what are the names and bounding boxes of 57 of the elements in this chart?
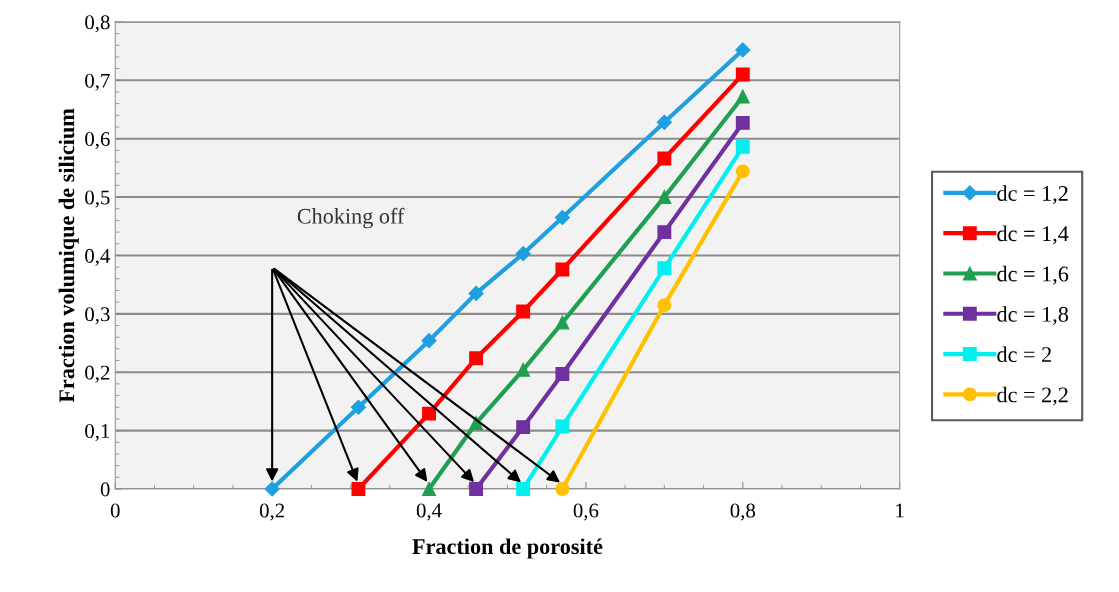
x-tick-label: 0,4 — [416, 503, 442, 521]
point — [735, 139, 750, 154]
point — [735, 67, 750, 82]
point — [516, 362, 531, 377]
point — [555, 419, 570, 434]
point — [657, 190, 672, 205]
point — [554, 209, 570, 226]
point — [421, 333, 437, 349]
point — [469, 351, 484, 366]
point — [515, 246, 531, 262]
point — [516, 304, 531, 319]
x-tick-label: 0,2 — [259, 503, 285, 521]
x-tick-label: 0,6 — [573, 503, 599, 521]
legend-label: dc = 1,6 — [997, 265, 1069, 285]
x-axis-title: Fraction de porosité — [412, 538, 603, 559]
y-tick-label: 0,1 — [85, 423, 110, 442]
y-tick-label: 0,6 — [85, 132, 110, 150]
y-tick-label: 0,3 — [85, 307, 110, 325]
y-tick-label: 0 — [100, 482, 110, 497]
legend-label: dc = 2,2 — [997, 386, 1068, 406]
point — [657, 261, 672, 276]
point — [657, 225, 672, 240]
point — [264, 481, 280, 497]
point — [351, 482, 366, 496]
y-tick-label: 0,7 — [85, 73, 110, 91]
point — [469, 482, 484, 496]
point — [555, 315, 570, 330]
legend-label: dc = 1,4 — [997, 225, 1069, 245]
y-tick-label: 0,4 — [85, 248, 111, 266]
y-tick-label: 0,2 — [85, 365, 110, 383]
x-tick-label: 0 — [110, 503, 120, 518]
y-tick-label: 0,5 — [85, 190, 110, 208]
point — [735, 164, 750, 179]
x-tick-label: 1 — [896, 503, 904, 518]
point — [422, 482, 436, 496]
y-tick-label: 0,8 — [85, 15, 110, 33]
point — [657, 298, 672, 313]
point — [735, 115, 750, 130]
point — [350, 399, 366, 415]
point — [656, 114, 672, 130]
legend-label: dc = 2 — [997, 346, 1051, 363]
point — [657, 151, 672, 166]
point — [469, 416, 484, 430]
point — [468, 285, 484, 301]
point — [555, 482, 570, 496]
point — [555, 262, 570, 277]
point — [516, 420, 531, 435]
point — [516, 482, 531, 496]
point — [422, 406, 436, 421]
legend-label: dc = 1,2 — [997, 185, 1068, 205]
point — [735, 89, 750, 104]
y-axis-title: Fraction volumique de silicium — [58, 108, 79, 403]
annotation: Choking off — [297, 207, 405, 229]
x-tick-label: 0,8 — [730, 503, 756, 521]
point — [735, 42, 751, 58]
legend-label: dc = 1,8 — [997, 306, 1069, 325]
point — [555, 367, 570, 381]
